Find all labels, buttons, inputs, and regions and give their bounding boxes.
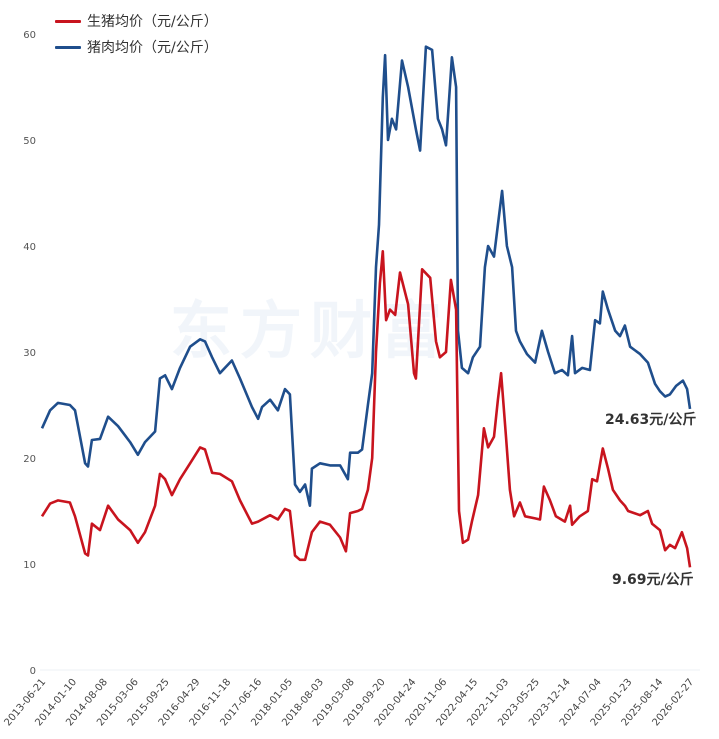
y-tick-label: 40 bbox=[23, 242, 36, 253]
y-tick-label: 20 bbox=[23, 454, 36, 465]
y-tick-label: 60 bbox=[23, 30, 36, 41]
x-axis: 2013-06-212014-01-102014-08-082015-03-06… bbox=[3, 677, 697, 729]
legend-item-live-hog[interactable]: 生猪均价（元/公斤） bbox=[55, 8, 218, 34]
legend-swatch bbox=[55, 19, 81, 23]
y-tick-label: 50 bbox=[23, 136, 36, 147]
y-axis: 0 10 20 30 40 50 60 bbox=[23, 30, 36, 677]
pork-price-line bbox=[40, 45, 692, 507]
series-lines bbox=[40, 45, 692, 568]
y-tick-label: 30 bbox=[23, 348, 36, 359]
pork-last-value-label: 24.63元/公斤 bbox=[605, 412, 697, 428]
hog-price-line bbox=[40, 250, 692, 568]
legend-label: 生猪均价（元/公斤） bbox=[87, 14, 218, 30]
hog-last-value-label: 9.69元/公斤 bbox=[612, 572, 694, 588]
legend: 生猪均价（元/公斤） 猪肉均价（元/公斤） bbox=[55, 8, 218, 60]
legend-label: 猪肉均价（元/公斤） bbox=[87, 40, 218, 56]
y-tick-label: 10 bbox=[23, 560, 36, 571]
y-tick-label: 0 bbox=[30, 666, 36, 677]
legend-item-pork[interactable]: 猪肉均价（元/公斤） bbox=[55, 34, 218, 60]
legend-swatch bbox=[55, 45, 81, 49]
